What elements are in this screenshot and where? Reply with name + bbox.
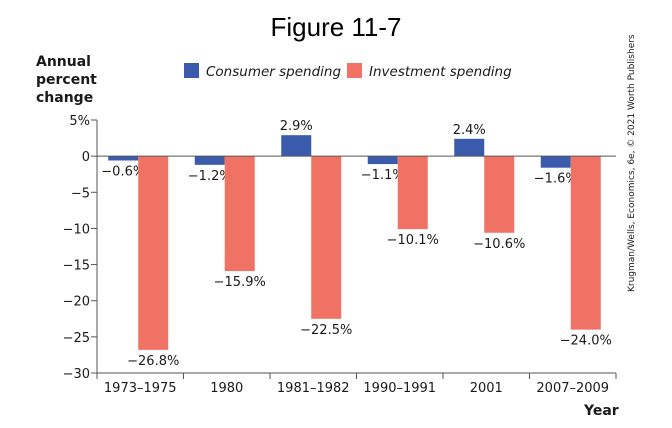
publisher-credit: Krugman/Wells, Economics, 6e, © 2021 Wor…	[627, 34, 637, 292]
bar-investment-5	[484, 156, 515, 233]
y-tick-label-1: 5%	[69, 114, 90, 129]
data-label-investment-6: −24.0%	[560, 334, 612, 349]
legend-label-consumer: Consumer spending	[206, 64, 341, 80]
data-label-investment-3: −22.5%	[300, 323, 352, 338]
data-label-investment-5: −10.6%	[473, 237, 525, 252]
y-tick-label-2: 0	[82, 150, 90, 165]
legend-swatch-investment	[347, 63, 362, 78]
legend-swatch-consumer	[184, 63, 199, 78]
y-tick-label-3: −5	[71, 186, 90, 201]
bar-investment-2	[224, 156, 255, 272]
y-tick-label-5: −15	[63, 259, 90, 274]
bar-consumer-4	[367, 156, 398, 165]
x-tick-label-6: 2007–2009	[536, 381, 609, 396]
data-label-consumer-6: −1.6%	[534, 172, 578, 187]
bar-consumer-1	[108, 156, 139, 161]
x-tick-label-2: 1980	[210, 381, 243, 396]
x-tick-label-1: 1973–1975	[104, 381, 177, 396]
data-label-consumer-1: −0.6%	[101, 164, 145, 179]
bar-consumer-6	[540, 156, 571, 168]
legend: Consumer spending Investment spending	[184, 63, 512, 80]
data-label-consumer-2: −1.2%	[188, 169, 232, 184]
bar-investment-4	[397, 156, 428, 230]
x-axis-label: Year	[583, 403, 619, 419]
x-tick-label-5: 2001	[470, 381, 503, 396]
bar-investment-1	[138, 156, 169, 350]
y-axis-label-line-3: change	[36, 90, 93, 106]
bar-investment-3	[311, 156, 342, 319]
y-tick-label-4: −10	[63, 222, 90, 237]
legend-label-investment: Investment spending	[369, 64, 512, 80]
y-tick-label-7: −25	[63, 331, 90, 346]
x-tick-label-4: 1990–1991	[363, 381, 436, 396]
bar-investment-6	[570, 156, 601, 330]
y-axis-label-line-1: Annual	[36, 54, 91, 70]
data-label-consumer-3: 2.9%	[280, 119, 313, 134]
y-tick-label-6: −20	[63, 295, 90, 310]
data-label-consumer-5: 2.4%	[453, 123, 486, 138]
data-label-investment-2: −15.9%	[214, 275, 266, 290]
y-tick-label-8: −30	[63, 367, 90, 382]
bar-consumer-5	[454, 138, 485, 157]
x-tick-label-3: 1981–1982	[277, 381, 350, 396]
bar-consumer-2	[194, 156, 225, 165]
data-label-investment-4: −10.1%	[387, 233, 439, 248]
y-axis-label-line-2: percent	[36, 72, 97, 88]
data-label-consumer-4: −1.1%	[361, 168, 405, 183]
chart-title: Figure 11-7	[270, 12, 402, 42]
y-axis-label: Annual percent change	[36, 54, 97, 106]
plot-area: −0.6% −26.8% 1973–1975 −1.2% −15.9% 1980 2.9% −…	[63, 114, 617, 396]
bar-consumer-3	[281, 135, 312, 157]
data-label-investment-1: −26.8%	[127, 354, 179, 369]
